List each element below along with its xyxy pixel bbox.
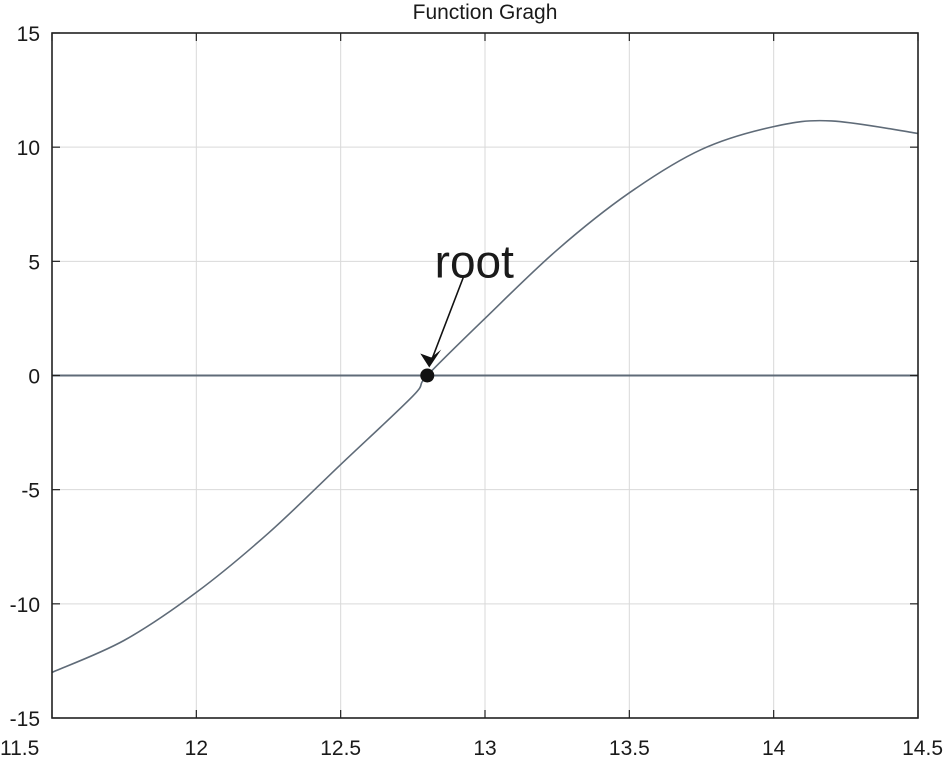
y-tick-label: -10 bbox=[10, 594, 40, 617]
y-axis-ticks: -15 -10 -5 0 5 10 15 bbox=[10, 23, 918, 731]
root-arrow-head bbox=[420, 349, 442, 368]
x-tick-label: 14 bbox=[762, 737, 786, 759]
series-layer bbox=[51, 119, 919, 674]
y-tick-label: 10 bbox=[17, 137, 40, 160]
x-tick-label: 12.5 bbox=[320, 737, 361, 759]
y-tick-label: 5 bbox=[28, 251, 40, 274]
x-tick-label: 14.5 bbox=[902, 737, 943, 759]
y-tick-label: 15 bbox=[17, 23, 40, 46]
x-tick-label: 11.5 bbox=[0, 737, 39, 759]
root-annotation-label: root bbox=[435, 236, 514, 288]
x-tick-label: 13 bbox=[473, 737, 496, 759]
root-point-marker bbox=[420, 368, 435, 383]
function-curve-line bbox=[51, 119, 919, 674]
y-tick-label: 0 bbox=[28, 366, 40, 389]
annotation-layer: root bbox=[420, 236, 514, 383]
x-axis-ticks: 11.5 12 12.5 13 13.5 14 14.5 bbox=[0, 33, 943, 759]
chart-title: Function Gragh bbox=[413, 1, 558, 24]
y-tick-label: -15 bbox=[10, 708, 40, 731]
root-arrow-shaft bbox=[429, 277, 465, 364]
x-tick-label: 12 bbox=[185, 737, 208, 759]
y-tick-label: -5 bbox=[21, 480, 40, 503]
x-tick-label: 13.5 bbox=[609, 737, 650, 759]
